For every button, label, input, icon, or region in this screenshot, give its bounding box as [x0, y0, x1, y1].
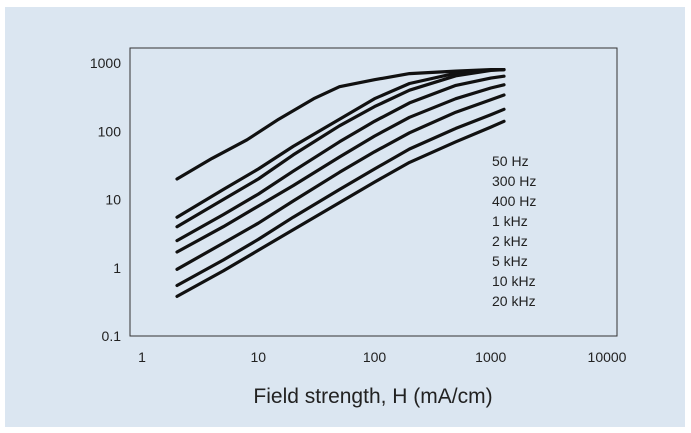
legend-entry: 50 Hz — [492, 153, 529, 169]
series-line-6 — [175, 107, 506, 288]
legend-entry: 400 Hz — [492, 193, 536, 209]
chart-background — [5, 7, 685, 427]
x-tick-label: 100 — [363, 349, 387, 365]
legend-entry: 300 Hz — [492, 173, 536, 189]
x-tick-label: 1 — [138, 349, 146, 365]
y-tick-label: 1000 — [90, 55, 121, 71]
y-tick-label: 1 — [113, 260, 121, 276]
y-tick-label: 0.1 — [102, 328, 122, 344]
series-line-7 — [175, 119, 506, 298]
legend-entry: 2 kHz — [492, 233, 528, 249]
series-line-5 — [175, 93, 506, 271]
legend-entry: 20 kHz — [492, 293, 536, 309]
legend: 50 Hz 300 Hz 400 Hz 1 kHz 2 kHz 5 kHz 10 kHz 20… — [492, 153, 536, 309]
series-line-2 — [175, 67, 506, 229]
x-tick-label: 10 — [250, 349, 266, 365]
x-tick-label: 10000 — [588, 349, 627, 365]
y-tick-label: 100 — [98, 123, 122, 139]
series-line-3 — [175, 74, 506, 243]
x-axis-label: Field strength, H (mA/cm) — [253, 385, 492, 408]
legend-entry: 1 kHz — [492, 213, 528, 229]
series-lines — [175, 67, 506, 298]
plot-area-frame — [129, 47, 618, 337]
legend-entry: 5 kHz — [492, 253, 528, 269]
x-tick-labels: 1 10 100 1000 10000 — [138, 349, 627, 365]
legend-entry: 10 kHz — [492, 273, 536, 289]
series-line-4 — [175, 83, 506, 254]
y-tick-label: 10 — [105, 192, 121, 208]
x-tick-label: 1000 — [475, 349, 506, 365]
y-tick-labels: 1000 100 10 1 0.1 — [90, 55, 121, 344]
